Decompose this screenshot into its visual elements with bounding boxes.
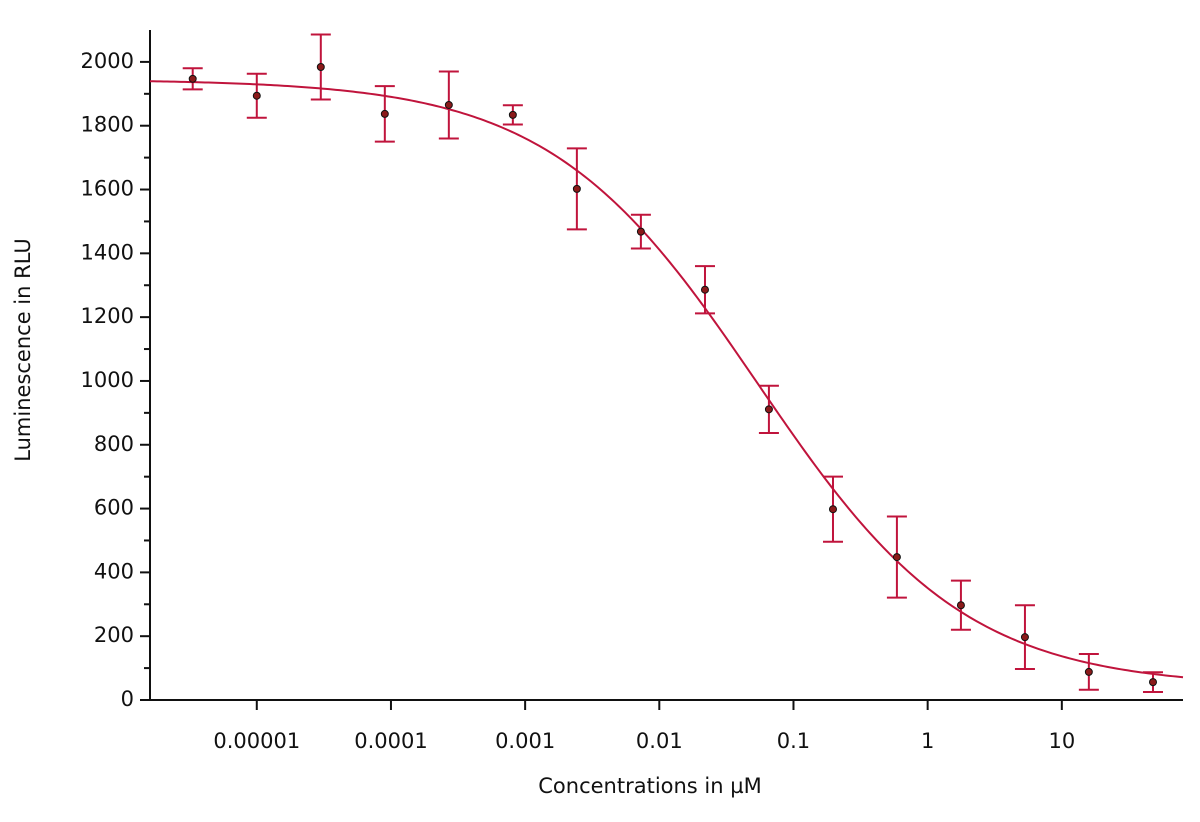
y-tick-label: 1400	[81, 240, 134, 264]
data-point	[892, 553, 901, 562]
x-tick-label: 0.0001	[354, 729, 427, 753]
y-tick-label: 1800	[81, 113, 134, 137]
y-tick-label: 0	[121, 687, 134, 711]
data-point	[188, 74, 197, 83]
data-point	[1020, 633, 1029, 642]
data-point	[1084, 667, 1093, 676]
x-tick-label: 0.001	[495, 729, 555, 753]
data-point	[316, 63, 325, 72]
y-tick-label: 2000	[81, 49, 134, 73]
data-point	[252, 91, 261, 100]
data-point	[956, 601, 965, 610]
x-tick-label: 1	[921, 729, 934, 753]
data-point	[636, 227, 645, 236]
x-tick-label: 0.1	[777, 729, 810, 753]
data-point	[572, 184, 581, 193]
y-tick-label: 1600	[81, 177, 134, 201]
data-point	[444, 100, 453, 109]
fit-curve	[149, 80, 1184, 679]
data-point	[508, 110, 517, 119]
y-tick-label: 200	[94, 623, 134, 647]
data-point	[1148, 678, 1157, 687]
y-axis-title: Luminescence in RLU	[11, 238, 35, 461]
y-tick-label: 800	[94, 432, 134, 456]
data-point	[828, 505, 837, 514]
y-tick-label: 600	[94, 496, 134, 520]
x-tick-label: 10	[1048, 729, 1075, 753]
data-point	[764, 405, 773, 414]
data-point	[700, 285, 709, 294]
x-tick-label: 0.00001	[213, 729, 300, 753]
data-point	[380, 109, 389, 118]
y-tick-label: 400	[94, 559, 134, 583]
y-tick-label: 1000	[81, 368, 134, 392]
x-axis-title: Concentrations in µM	[538, 774, 761, 798]
y-tick-label: 1200	[81, 304, 134, 328]
x-tick-label: 0.01	[636, 729, 683, 753]
